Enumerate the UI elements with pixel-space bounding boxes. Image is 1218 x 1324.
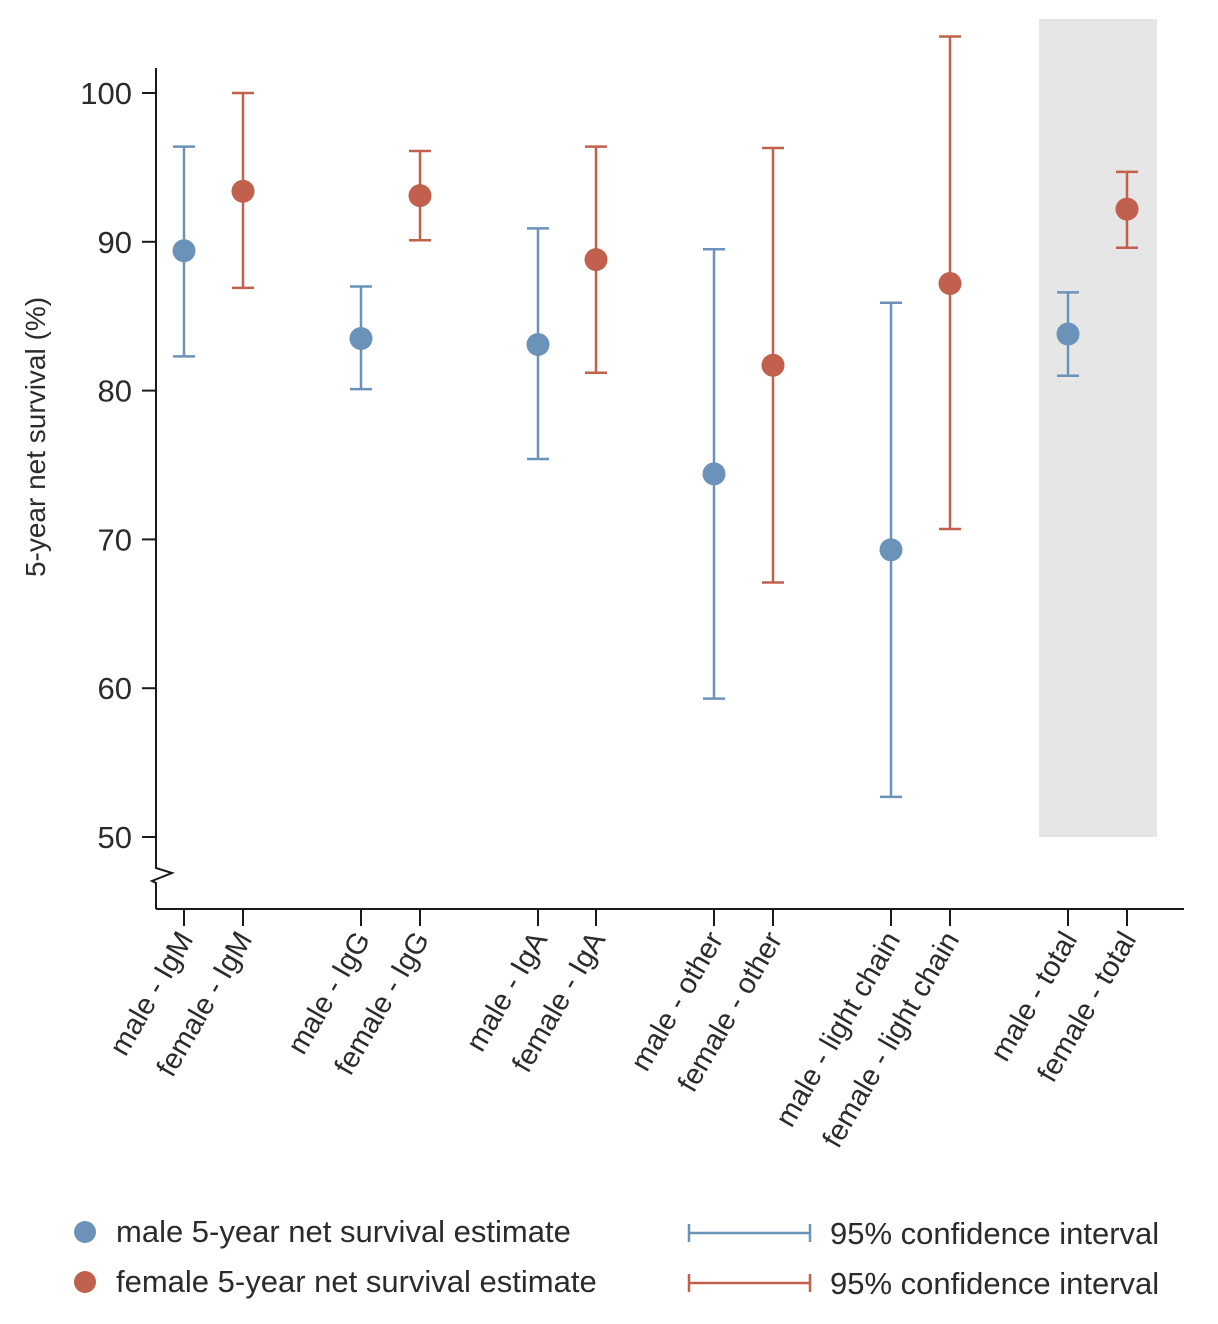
legend-label: female 5-year net survival estimate [116, 1264, 597, 1299]
female-estimate-point [1115, 197, 1139, 221]
y-tick-label: 90 [98, 225, 132, 260]
legend-dot-icon [74, 1271, 96, 1293]
female-estimate-point [408, 184, 432, 208]
male-estimate-point [526, 332, 550, 356]
legend: male 5-year net survival estimate female … [74, 1214, 1159, 1301]
legend-item-female-estimate: female 5-year net survival estimate [74, 1264, 597, 1299]
legend-item-female-ci: 95% confidence interval [687, 1266, 1159, 1301]
y-axis-title: 5-year net survival (%) [20, 297, 51, 577]
legend-item-male-ci: 95% confidence interval [687, 1216, 1159, 1251]
male-estimate-point [1056, 322, 1080, 346]
y-tick-label: 80 [98, 374, 132, 409]
legend-label: 95% confidence interval [830, 1266, 1159, 1301]
data-marks [172, 35, 1139, 799]
female-point-group [761, 146, 785, 584]
female-point-group [938, 35, 962, 531]
female-estimate-point [761, 353, 785, 377]
female-estimate-point [584, 248, 608, 272]
y-tick-label: 50 [98, 820, 132, 855]
legend-dot-icon [74, 1221, 96, 1243]
male-point-group [349, 285, 373, 391]
female-estimate-point [938, 271, 962, 295]
male-estimate-point [702, 462, 726, 486]
female-point-group [584, 145, 608, 374]
male-estimate-point [349, 327, 373, 351]
male-estimate-point [172, 239, 196, 263]
male-point-group [526, 227, 550, 461]
male-point-group [702, 247, 726, 700]
y-axis-line [149, 68, 175, 909]
legend-item-male-estimate: male 5-year net survival estimate [74, 1214, 571, 1249]
legend-label: 95% confidence interval [830, 1216, 1159, 1251]
y-tick-label: 100 [80, 76, 132, 111]
y-tick-label: 70 [98, 522, 132, 557]
male-point-group [172, 145, 196, 358]
female-point-group [231, 91, 255, 290]
female-point-group [1115, 170, 1139, 250]
male-point-group [879, 301, 903, 799]
female-point-group [408, 149, 432, 242]
y-tick-label: 60 [98, 671, 132, 706]
male-point-group [1056, 291, 1080, 377]
y-axis: 50 60 70 80 90 100 [80, 68, 175, 909]
male-estimate-point [879, 538, 903, 562]
total-highlight-band [1039, 19, 1157, 837]
legend-label: male 5-year net survival estimate [116, 1214, 571, 1249]
female-estimate-point [231, 179, 255, 203]
